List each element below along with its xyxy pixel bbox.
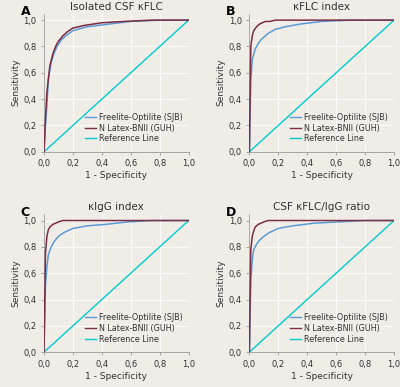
- Legend: Freelite-Optilite (SJB), N Latex-BNII (GUH), Reference Line: Freelite-Optilite (SJB), N Latex-BNII (G…: [83, 111, 185, 145]
- X-axis label: 1 - Specificity: 1 - Specificity: [291, 372, 353, 380]
- Y-axis label: Sensitivity: Sensitivity: [217, 59, 226, 106]
- Legend: Freelite-Optilite (SJB), N Latex-BNII (GUH), Reference Line: Freelite-Optilite (SJB), N Latex-BNII (G…: [288, 111, 390, 145]
- Title: κIgG index: κIgG index: [88, 202, 144, 212]
- Text: D: D: [226, 205, 236, 219]
- X-axis label: 1 - Specificity: 1 - Specificity: [85, 171, 147, 180]
- Title: κFLC index: κFLC index: [293, 2, 350, 12]
- Text: C: C: [21, 205, 30, 219]
- Text: A: A: [21, 5, 30, 18]
- Title: Isolated CSF κFLC: Isolated CSF κFLC: [70, 2, 163, 12]
- Legend: Freelite-Optilite (SJB), N Latex-BNII (GUH), Reference Line: Freelite-Optilite (SJB), N Latex-BNII (G…: [288, 312, 390, 345]
- Text: B: B: [226, 5, 236, 18]
- Y-axis label: Sensitivity: Sensitivity: [217, 259, 226, 307]
- X-axis label: 1 - Specificity: 1 - Specificity: [291, 171, 353, 180]
- Title: CSF κFLC/IgG ratio: CSF κFLC/IgG ratio: [273, 202, 370, 212]
- Y-axis label: Sensitivity: Sensitivity: [11, 59, 20, 106]
- Y-axis label: Sensitivity: Sensitivity: [11, 259, 20, 307]
- X-axis label: 1 - Specificity: 1 - Specificity: [85, 372, 147, 380]
- Legend: Freelite-Optilite (SJB), N Latex-BNII (GUH), Reference Line: Freelite-Optilite (SJB), N Latex-BNII (G…: [83, 312, 185, 345]
